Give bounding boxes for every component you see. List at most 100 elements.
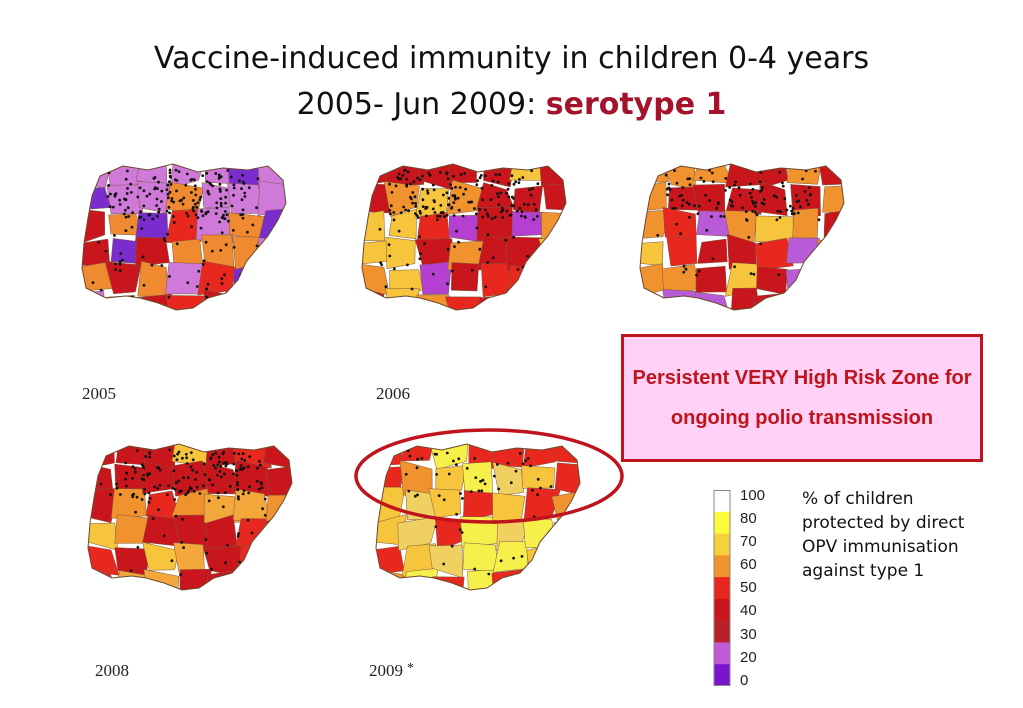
case-dot: [388, 182, 391, 186]
case-dot: [404, 208, 408, 212]
case-dot: [195, 285, 199, 288]
case-dot: [205, 295, 209, 299]
case-dot: [215, 473, 219, 477]
case-dot: [114, 192, 118, 196]
case-dot: [536, 182, 540, 186]
case-dot: [246, 518, 250, 522]
case-dot: [241, 492, 245, 496]
map-region: [792, 207, 819, 239]
case-dot: [186, 281, 190, 285]
case-dot: [374, 295, 378, 299]
case-dot: [752, 202, 755, 205]
case-dot: [696, 212, 700, 216]
country-outline: [87, 443, 293, 591]
case-dot: [172, 454, 176, 458]
case-dot: [241, 216, 245, 220]
country-outline: [81, 163, 287, 311]
case-dot: [156, 187, 159, 190]
case-dot: [261, 507, 264, 511]
case-dot: [210, 567, 214, 571]
map-region: [385, 288, 420, 310]
case-dot: [759, 171, 763, 174]
case-dot: [460, 531, 464, 534]
map-region: [389, 269, 424, 291]
case-dot: [258, 460, 261, 463]
map-region: [265, 494, 292, 524]
case-dot: [184, 183, 188, 187]
case-dot: [91, 281, 95, 284]
case-dot: [223, 210, 227, 213]
map-region: [419, 261, 453, 295]
case-dot: [506, 461, 510, 465]
case-dot: [518, 452, 522, 455]
case-dot: [224, 561, 228, 565]
map-region: [475, 294, 514, 310]
map-region: [143, 569, 180, 590]
case-dot: [754, 201, 758, 204]
case-dot: [148, 455, 152, 459]
case-dot: [181, 517, 184, 521]
case-dot: [168, 211, 171, 215]
case-dot: [462, 192, 465, 196]
case-dot: [146, 473, 150, 477]
case-dot: [241, 180, 245, 184]
case-dot: [140, 498, 144, 501]
map-region: [114, 514, 150, 544]
case-dot: [204, 212, 208, 216]
case-dot: [167, 484, 171, 488]
map-region: [257, 292, 286, 310]
case-dot: [399, 177, 403, 181]
country-outline: [375, 443, 581, 591]
case-dot: [168, 275, 171, 278]
case-dot: [235, 469, 239, 473]
legend-swatch: [714, 577, 730, 600]
case-dot: [165, 209, 169, 213]
case-dot: [399, 211, 403, 215]
case-dot: [418, 178, 422, 182]
case-dot: [132, 492, 136, 496]
case-dot: [219, 204, 223, 208]
case-dot: [421, 198, 425, 202]
map-region: [82, 290, 105, 310]
case-dot: [156, 487, 160, 490]
map-region: [753, 292, 793, 310]
case-dot: [232, 451, 236, 455]
case-dot: [512, 235, 515, 239]
case-dot: [104, 249, 108, 253]
slide-title: Vaccine-induced immunity in children 0-4…: [0, 36, 1023, 128]
case-dot: [218, 460, 221, 464]
case-dot: [221, 452, 225, 456]
case-dot: [232, 186, 236, 190]
case-dot: [744, 210, 748, 213]
case-dot: [467, 200, 471, 204]
case-dot: [167, 295, 171, 299]
case-dot: [172, 221, 176, 224]
case-dot: [484, 285, 488, 289]
case-dot: [521, 462, 525, 466]
case-dot: [206, 210, 210, 213]
case-dot: [436, 214, 439, 218]
case-dot: [656, 233, 660, 237]
case-dot: [406, 263, 409, 267]
case-dot: [190, 177, 194, 181]
case-dot: [214, 466, 218, 470]
case-dot: [793, 212, 796, 215]
case-dot: [781, 184, 785, 188]
map-region: [82, 164, 113, 190]
case-dot: [175, 189, 178, 193]
case-dot: [185, 172, 189, 176]
case-dot: [189, 451, 193, 454]
year-label-2005: 2005: [82, 384, 116, 403]
case-dot: [246, 230, 249, 234]
case-dot: [205, 180, 209, 183]
case-dot: [536, 477, 540, 481]
case-dot: [140, 227, 144, 230]
case-dot: [697, 269, 701, 273]
case-dot: [167, 180, 171, 183]
case-dot: [198, 198, 202, 202]
case-dot: [751, 199, 754, 203]
case-dot: [192, 209, 195, 213]
case-dot: [479, 480, 482, 483]
case-dot: [675, 181, 679, 185]
case-dot: [413, 494, 417, 498]
